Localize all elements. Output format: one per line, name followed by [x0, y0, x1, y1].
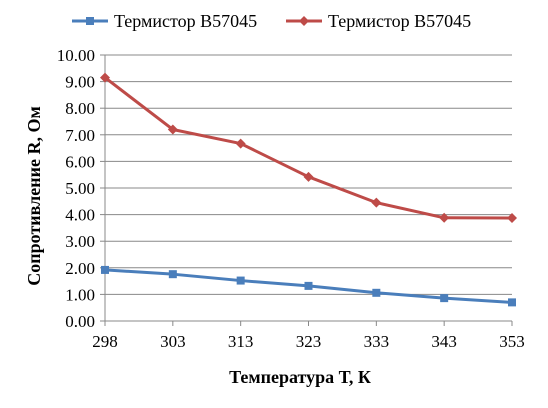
legend: Термистор B57045 Термистор B57045: [72, 11, 471, 31]
y-tick-label: 5.00: [65, 179, 95, 198]
y-axis-title: Сопротивление R, Ом: [24, 106, 44, 285]
data-point: [167, 124, 178, 135]
y-tick-label: 4.00: [65, 206, 95, 225]
y-tick-label: 1.00: [65, 285, 95, 304]
data-point: [100, 72, 110, 83]
legend-item: Термистор B57045: [72, 11, 257, 31]
x-tick-label: 303: [160, 332, 186, 351]
y-tick-label: 6.00: [65, 152, 95, 171]
y-tick-label: 8.00: [65, 99, 95, 118]
data-point: [439, 212, 450, 223]
legend-label: Термистор B57045: [328, 11, 471, 31]
legend-label: Термистор B57045: [114, 11, 257, 31]
x-tick-label: 323: [296, 332, 322, 351]
data-point: [508, 298, 516, 307]
data-point: [304, 281, 313, 290]
x-tick-label: 313: [228, 332, 254, 351]
y-tick-label: 2.00: [65, 259, 95, 278]
data-point: [235, 138, 246, 149]
gridlines: [105, 54, 512, 295]
legend-swatch-marker: [86, 17, 94, 25]
legend-item: Термистор B57045: [286, 11, 471, 31]
data-point: [303, 171, 314, 182]
x-tick-label: 353: [499, 332, 525, 351]
x-tick-label: 298: [92, 332, 118, 351]
data-point: [372, 288, 381, 297]
data-point: [371, 197, 382, 208]
data-point: [507, 213, 517, 224]
y-tick-label: 9.00: [65, 73, 95, 92]
data-point: [101, 265, 109, 274]
series-1: [101, 265, 516, 307]
data-point: [168, 270, 177, 279]
x-tick-label: 343: [431, 332, 457, 351]
data-series: [100, 72, 517, 307]
series-line: [104, 76, 513, 220]
y-tick-label: 0.00: [65, 312, 95, 331]
x-axis-title: Температура Т, К: [229, 367, 371, 387]
data-point: [440, 294, 449, 303]
data-point: [236, 276, 245, 285]
y-tick-label: 3.00: [65, 232, 95, 251]
legend-swatch-marker: [299, 16, 309, 26]
y-tick-label: 10.00: [57, 46, 95, 65]
axes: 0.00 1.00 2.00 3.00 4.00 5.00 6.00 7.00 8.00 9.00…: [57, 46, 525, 351]
x-tick-label: 333: [364, 332, 390, 351]
y-tick-label: 7.00: [65, 126, 95, 145]
series-2: [100, 72, 517, 224]
